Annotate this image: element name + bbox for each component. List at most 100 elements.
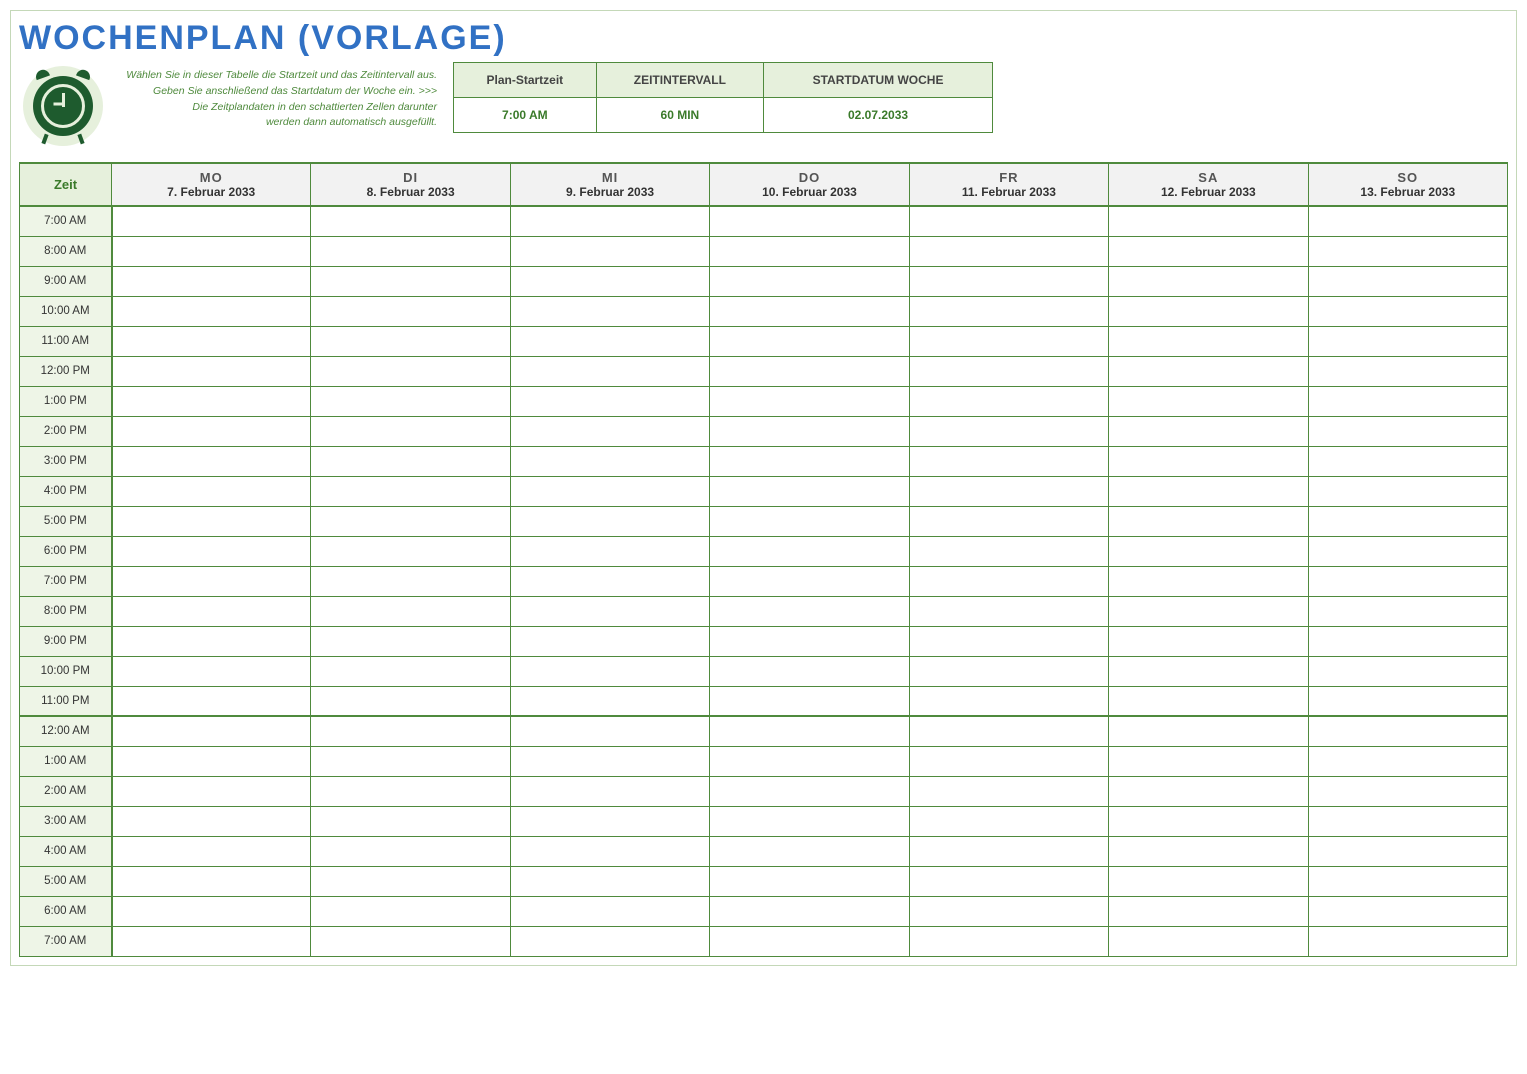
schedule-slot[interactable] <box>510 506 709 536</box>
schedule-slot[interactable] <box>112 866 311 896</box>
schedule-slot[interactable] <box>1109 266 1308 296</box>
schedule-slot[interactable] <box>1308 836 1507 866</box>
schedule-slot[interactable] <box>510 536 709 566</box>
schedule-slot[interactable] <box>1308 806 1507 836</box>
schedule-slot[interactable] <box>311 746 510 776</box>
schedule-slot[interactable] <box>510 236 709 266</box>
schedule-slot[interactable] <box>909 626 1108 656</box>
schedule-slot[interactable] <box>112 686 311 716</box>
schedule-slot[interactable] <box>909 536 1108 566</box>
config-value-interval[interactable]: 60 MIN <box>596 98 763 133</box>
schedule-slot[interactable] <box>1109 776 1308 806</box>
schedule-slot[interactable] <box>510 206 709 236</box>
schedule-slot[interactable] <box>710 776 909 806</box>
schedule-slot[interactable] <box>510 566 709 596</box>
schedule-slot[interactable] <box>112 746 311 776</box>
schedule-slot[interactable] <box>1308 206 1507 236</box>
schedule-slot[interactable] <box>510 266 709 296</box>
schedule-slot[interactable] <box>1308 296 1507 326</box>
schedule-slot[interactable] <box>1109 806 1308 836</box>
schedule-slot[interactable] <box>1308 686 1507 716</box>
schedule-slot[interactable] <box>311 866 510 896</box>
schedule-slot[interactable] <box>909 356 1108 386</box>
schedule-slot[interactable] <box>311 656 510 686</box>
schedule-slot[interactable] <box>1109 866 1308 896</box>
schedule-slot[interactable] <box>510 296 709 326</box>
schedule-slot[interactable] <box>909 446 1108 476</box>
schedule-slot[interactable] <box>112 296 311 326</box>
schedule-slot[interactable] <box>510 926 709 956</box>
schedule-slot[interactable] <box>710 506 909 536</box>
schedule-slot[interactable] <box>112 236 311 266</box>
schedule-slot[interactable] <box>710 806 909 836</box>
schedule-slot[interactable] <box>1308 536 1507 566</box>
schedule-slot[interactable] <box>112 266 311 296</box>
schedule-slot[interactable] <box>1109 686 1308 716</box>
schedule-slot[interactable] <box>1109 296 1308 326</box>
schedule-slot[interactable] <box>510 866 709 896</box>
schedule-slot[interactable] <box>112 416 311 446</box>
schedule-slot[interactable] <box>1308 446 1507 476</box>
schedule-slot[interactable] <box>112 926 311 956</box>
schedule-slot[interactable] <box>112 386 311 416</box>
schedule-slot[interactable] <box>1109 566 1308 596</box>
schedule-slot[interactable] <box>112 836 311 866</box>
schedule-slot[interactable] <box>311 326 510 356</box>
schedule-slot[interactable] <box>909 656 1108 686</box>
schedule-slot[interactable] <box>710 236 909 266</box>
schedule-slot[interactable] <box>710 716 909 746</box>
schedule-slot[interactable] <box>112 446 311 476</box>
schedule-slot[interactable] <box>1308 506 1507 536</box>
schedule-slot[interactable] <box>909 806 1108 836</box>
schedule-slot[interactable] <box>112 626 311 656</box>
schedule-slot[interactable] <box>909 296 1108 326</box>
schedule-slot[interactable] <box>311 566 510 596</box>
schedule-slot[interactable] <box>909 266 1108 296</box>
schedule-slot[interactable] <box>112 896 311 926</box>
schedule-slot[interactable] <box>909 866 1108 896</box>
schedule-slot[interactable] <box>1308 326 1507 356</box>
schedule-slot[interactable] <box>909 566 1108 596</box>
schedule-slot[interactable] <box>510 716 709 746</box>
schedule-slot[interactable] <box>510 356 709 386</box>
schedule-slot[interactable] <box>510 656 709 686</box>
schedule-slot[interactable] <box>710 896 909 926</box>
schedule-slot[interactable] <box>311 596 510 626</box>
schedule-slot[interactable] <box>1109 506 1308 536</box>
schedule-slot[interactable] <box>311 686 510 716</box>
schedule-slot[interactable] <box>1308 476 1507 506</box>
schedule-slot[interactable] <box>1109 836 1308 866</box>
schedule-slot[interactable] <box>909 776 1108 806</box>
schedule-slot[interactable] <box>1109 236 1308 266</box>
schedule-slot[interactable] <box>112 806 311 836</box>
schedule-slot[interactable] <box>1308 566 1507 596</box>
schedule-slot[interactable] <box>710 686 909 716</box>
schedule-slot[interactable] <box>710 596 909 626</box>
schedule-slot[interactable] <box>112 326 311 356</box>
schedule-slot[interactable] <box>1308 626 1507 656</box>
schedule-slot[interactable] <box>1109 656 1308 686</box>
schedule-slot[interactable] <box>1308 356 1507 386</box>
schedule-slot[interactable] <box>710 656 909 686</box>
schedule-slot[interactable] <box>1109 536 1308 566</box>
schedule-slot[interactable] <box>909 326 1108 356</box>
schedule-slot[interactable] <box>510 326 709 356</box>
schedule-slot[interactable] <box>112 206 311 236</box>
schedule-slot[interactable] <box>909 386 1108 416</box>
schedule-slot[interactable] <box>311 776 510 806</box>
schedule-slot[interactable] <box>1109 596 1308 626</box>
schedule-slot[interactable] <box>710 836 909 866</box>
schedule-slot[interactable] <box>510 626 709 656</box>
schedule-slot[interactable] <box>311 236 510 266</box>
schedule-slot[interactable] <box>1109 476 1308 506</box>
schedule-slot[interactable] <box>1109 446 1308 476</box>
schedule-slot[interactable] <box>1109 896 1308 926</box>
schedule-slot[interactable] <box>510 776 709 806</box>
schedule-slot[interactable] <box>909 416 1108 446</box>
schedule-slot[interactable] <box>311 506 510 536</box>
schedule-slot[interactable] <box>311 896 510 926</box>
schedule-slot[interactable] <box>112 536 311 566</box>
schedule-slot[interactable] <box>1308 236 1507 266</box>
schedule-slot[interactable] <box>311 536 510 566</box>
schedule-slot[interactable] <box>710 266 909 296</box>
